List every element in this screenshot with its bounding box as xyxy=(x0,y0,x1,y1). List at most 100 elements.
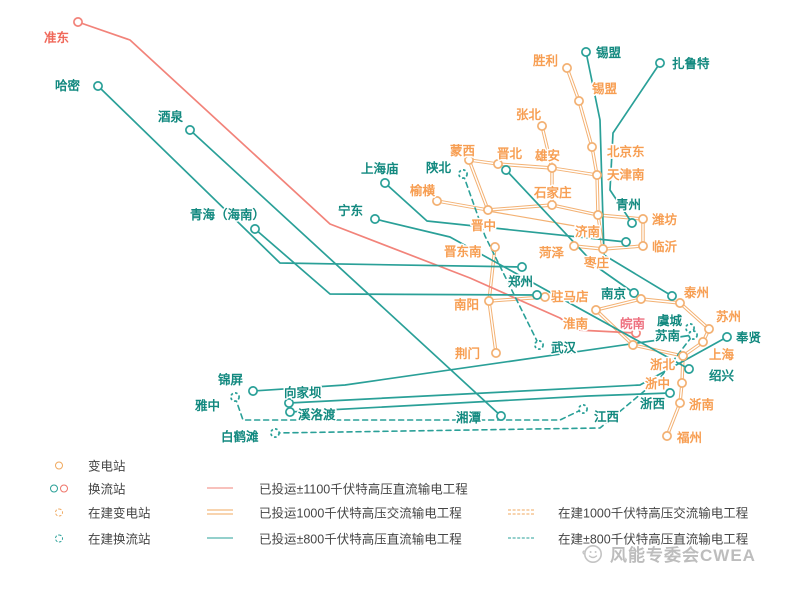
station-marker xyxy=(458,169,468,179)
station-label: 哈密 xyxy=(55,78,81,93)
station-label: 青州 xyxy=(616,197,641,212)
station-label: 荆门 xyxy=(455,346,480,361)
line-ac xyxy=(468,159,489,211)
station-marker xyxy=(587,142,597,152)
station-marker xyxy=(540,292,550,302)
station-marker xyxy=(631,328,641,338)
line-dc xyxy=(254,228,538,296)
station-marker xyxy=(675,298,685,308)
station-label: 榆横 xyxy=(410,183,436,198)
station-label: 济南 xyxy=(575,224,601,239)
station-label: 浙西 xyxy=(640,396,665,411)
station-marker xyxy=(688,330,698,340)
station-marker xyxy=(270,428,280,438)
station-marker xyxy=(722,332,732,342)
station-label: 溪洛渡 xyxy=(298,407,336,422)
station-marker xyxy=(593,210,603,220)
line-dc xyxy=(288,336,728,404)
station-label: 虞城 xyxy=(657,313,683,328)
station-label: 胜利 xyxy=(533,53,558,68)
station-label: 向家坝 xyxy=(284,385,322,400)
line-dc xyxy=(505,169,635,294)
station-label: 张北 xyxy=(516,107,542,122)
station-marker xyxy=(629,288,639,298)
station-marker xyxy=(547,200,557,210)
line-dc xyxy=(97,85,523,268)
station-label: 天津南 xyxy=(607,167,645,182)
station-marker xyxy=(667,291,677,301)
station-marker xyxy=(285,407,295,417)
station-label: 湘潭 xyxy=(456,410,482,425)
station-marker xyxy=(93,81,103,91)
station-marker xyxy=(638,241,648,251)
station-marker xyxy=(185,125,195,135)
line-ac xyxy=(551,167,598,176)
station-marker xyxy=(248,386,258,396)
station-label: 锡盟 xyxy=(596,45,622,60)
station-marker xyxy=(491,348,501,358)
station-marker xyxy=(636,294,646,304)
station-marker xyxy=(591,305,601,315)
station-marker xyxy=(380,178,390,188)
station-marker xyxy=(698,337,708,347)
station-label: 潍坊 xyxy=(651,212,678,227)
station-marker xyxy=(581,47,591,57)
station-label: 陕北 xyxy=(426,160,452,175)
station-marker xyxy=(665,388,675,398)
station-marker xyxy=(537,121,547,131)
station-label: 皖南 xyxy=(620,316,646,331)
station-label: 奉贤 xyxy=(735,330,762,345)
station-marker xyxy=(678,351,688,361)
station-marker xyxy=(517,262,527,272)
line-ac xyxy=(551,204,599,216)
station-label: 扎鲁特 xyxy=(672,56,710,71)
station-marker xyxy=(684,364,694,374)
station-label: 福州 xyxy=(676,430,702,445)
line-ac xyxy=(541,125,553,169)
station-label: 淮南 xyxy=(563,316,589,331)
station-label: 蒙西 xyxy=(450,143,475,158)
station-label: 酒泉 xyxy=(158,109,184,124)
station-marker xyxy=(655,58,665,68)
watermark-text: 风能专委会CWEA xyxy=(610,546,756,565)
station-marker xyxy=(574,96,584,106)
station-marker xyxy=(284,398,294,408)
station-label: 南阳 xyxy=(454,297,479,312)
line-ac xyxy=(487,204,553,211)
line-dc xyxy=(189,129,502,417)
station-label: 苏州 xyxy=(716,309,741,324)
line-dc_dash xyxy=(462,173,540,346)
station-marker xyxy=(370,214,380,224)
line-dc xyxy=(252,334,694,392)
station-marker xyxy=(230,392,240,402)
station-marker xyxy=(432,196,442,206)
station-marker xyxy=(578,404,588,414)
station-label: 武汉 xyxy=(551,340,577,355)
station-label: 青海（海南） xyxy=(190,207,265,222)
line-dc xyxy=(289,392,671,413)
station-label: 浙南 xyxy=(689,397,715,412)
station-label: 菏泽 xyxy=(539,245,565,260)
station-marker xyxy=(598,244,608,254)
station-label: 临沂 xyxy=(652,239,678,254)
station-marker xyxy=(677,378,687,388)
wechat-emoji-logo-icon xyxy=(582,544,602,563)
station-marker xyxy=(662,431,672,441)
station-label: 石家庄 xyxy=(533,185,572,200)
line-ac xyxy=(597,214,644,220)
station-marker xyxy=(628,340,638,350)
station-label: 白鹤滩 xyxy=(221,429,259,444)
line-dc_dash xyxy=(274,334,694,434)
station-marker xyxy=(483,205,493,215)
station-label: 雄安 xyxy=(534,148,560,163)
station-marker xyxy=(484,296,494,306)
station-label: 锦屏 xyxy=(218,372,244,387)
station-marker xyxy=(490,242,500,252)
line-ac_thin xyxy=(487,210,576,227)
station-marker xyxy=(592,170,602,180)
transmission-lines-layer xyxy=(77,21,728,438)
line-ac xyxy=(666,355,684,437)
station-marker xyxy=(496,411,506,421)
